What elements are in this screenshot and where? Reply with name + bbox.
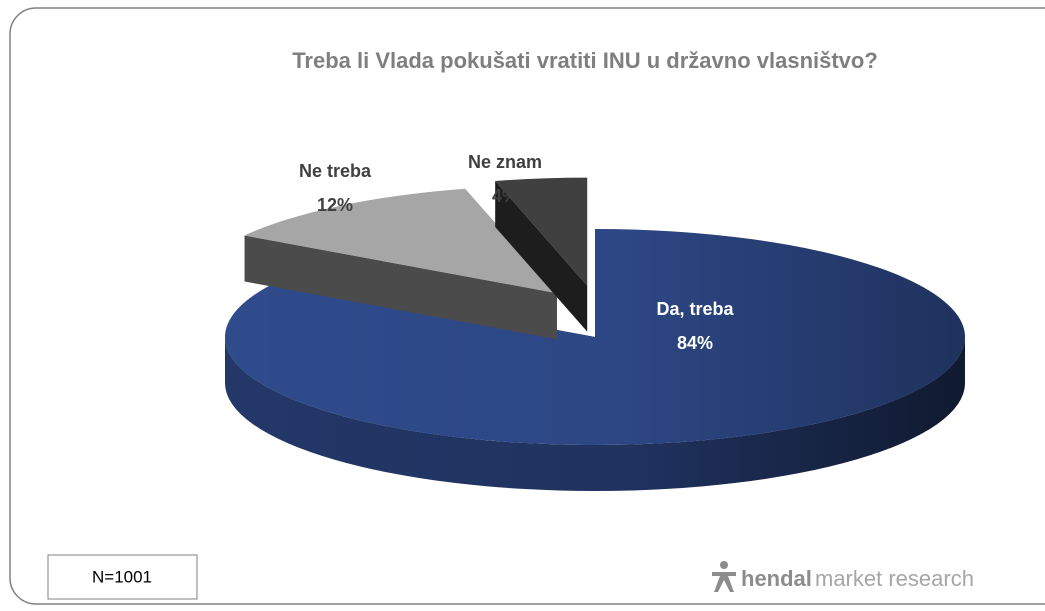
slice-category-label: Ne treba [299, 161, 372, 181]
logo-brand: hendal [741, 566, 812, 591]
annotation: N=1001 [92, 567, 152, 586]
slice-value-label: 4% [492, 186, 518, 206]
logo: hendal market research [712, 561, 974, 592]
slice-labels: Da, treba 84% Ne treba 12% Ne znam 4% [299, 152, 735, 353]
slice-value-label: 84% [677, 333, 713, 353]
slice-category-label: Da, treba [656, 299, 734, 319]
annotation-box [47, 554, 198, 600]
slice-side-shade [225, 337, 965, 491]
logo-icon [712, 561, 736, 592]
pie-slice [495, 177, 588, 286]
logo-tagline: market research [815, 566, 974, 591]
slice-wall [495, 180, 588, 332]
chart-title: Treba li Vlada pokušati vratiti INU u dr… [292, 48, 878, 73]
slice-top-shade [225, 229, 966, 446]
slice-wall [244, 235, 557, 340]
pie [225, 177, 966, 491]
slice-value-label: 12% [317, 195, 353, 215]
pie-slice [244, 188, 557, 294]
slice-category-label: Ne znam [468, 152, 542, 172]
